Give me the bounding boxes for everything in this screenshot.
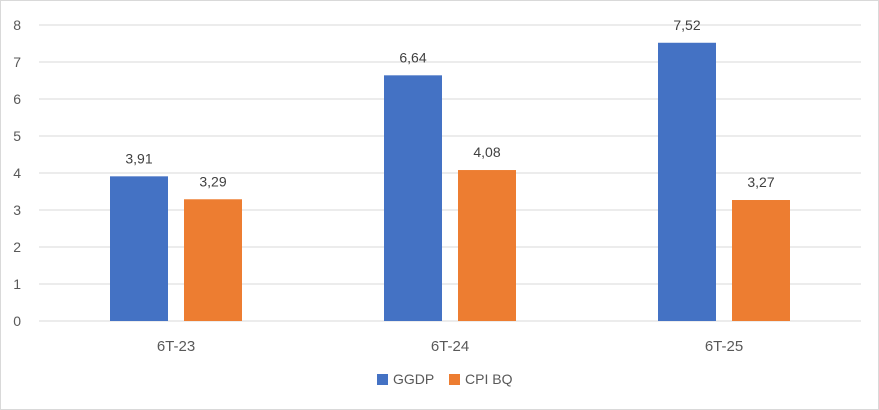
data-label: 3,27 [747,174,774,190]
gridlines [39,24,861,322]
bar-cpi-bq-6t-23 [184,199,242,321]
bar-ggdp-6t-24 [384,75,442,321]
y-axis-ticks: 0 1 2 3 4 5 6 7 8 [13,17,21,329]
data-label: 3,91 [125,150,152,166]
legend-swatch [377,374,388,385]
x-axis-categories: 6T-23 6T-24 6T-25 [157,338,743,355]
legend-label: GGDP [393,371,434,387]
bar-cpi-bq-6t-25 [732,200,790,321]
data-label: 7,52 [673,17,700,33]
data-labels: 3,91 3,29 6,64 4,08 7,52 3,27 [125,17,774,190]
y-tick-label: 4 [13,165,21,181]
data-label: 4,08 [473,144,500,160]
y-tick-label: 7 [13,54,21,70]
legend-swatch [449,374,460,385]
y-tick-label: 3 [13,202,21,218]
x-category-label: 6T-23 [157,338,195,355]
data-label: 6,64 [399,49,426,65]
x-category-label: 6T-24 [431,338,469,355]
x-category-label: 6T-25 [705,338,743,355]
bar-ggdp-6t-23 [110,176,168,321]
y-tick-label: 2 [13,239,21,255]
legend-label: CPI BQ [465,371,513,387]
data-label: 3,29 [199,173,226,189]
bar-cpi-bq-6t-24 [458,170,516,321]
bars [110,42,790,321]
y-tick-label: 5 [13,128,21,144]
y-tick-label: 0 [13,313,21,329]
legend: GGDP CPI BQ [377,371,513,387]
y-tick-label: 8 [13,17,21,33]
y-tick-label: 6 [13,91,21,107]
y-tick-label: 1 [13,276,21,292]
bar-ggdp-6t-25 [658,42,716,321]
